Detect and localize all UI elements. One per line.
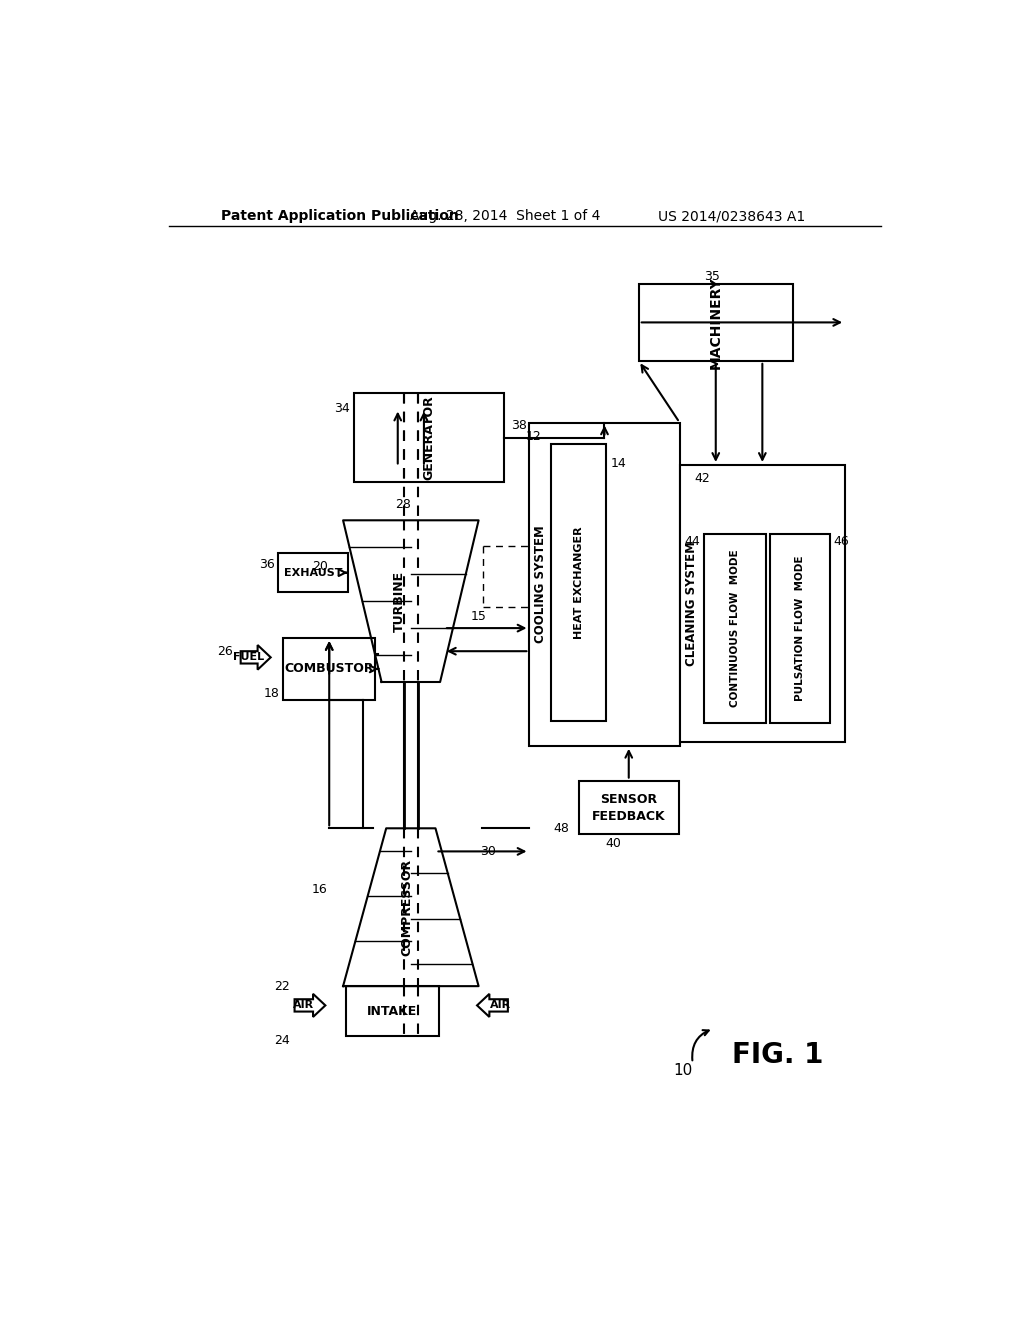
- Text: 40: 40: [605, 837, 622, 850]
- Text: HEAT EXCHANGER: HEAT EXCHANGER: [573, 527, 584, 639]
- Text: INTAKE: INTAKE: [368, 1005, 418, 1018]
- Text: TURBINE: TURBINE: [393, 570, 406, 632]
- Text: FUEL: FUEL: [232, 652, 264, 663]
- Text: 38: 38: [511, 420, 527, 433]
- Text: 24: 24: [274, 1034, 290, 1047]
- Bar: [770, 535, 829, 723]
- Bar: [279, 553, 348, 591]
- Text: 48: 48: [554, 822, 569, 834]
- Text: 12: 12: [525, 430, 541, 444]
- Bar: [579, 780, 679, 834]
- Text: 15: 15: [471, 610, 486, 623]
- Text: Aug. 28, 2014  Sheet 1 of 4: Aug. 28, 2014 Sheet 1 of 4: [410, 209, 600, 223]
- Bar: [354, 393, 504, 482]
- Bar: [680, 465, 845, 742]
- Text: GENERATOR: GENERATOR: [423, 395, 435, 480]
- Text: 16: 16: [312, 883, 328, 896]
- Text: 46: 46: [834, 536, 849, 548]
- Text: AIR: AIR: [293, 1001, 314, 1010]
- Text: FEEDBACK: FEEDBACK: [592, 810, 666, 824]
- Text: 28: 28: [395, 499, 411, 511]
- Text: 42: 42: [695, 473, 711, 486]
- Polygon shape: [241, 645, 270, 669]
- Text: COMPRESSOR: COMPRESSOR: [400, 859, 414, 956]
- Polygon shape: [477, 994, 508, 1016]
- Text: SENSOR: SENSOR: [600, 793, 657, 807]
- Text: 14: 14: [610, 457, 626, 470]
- Text: 10: 10: [674, 1064, 693, 1078]
- Text: EXHAUST: EXHAUST: [284, 568, 342, 578]
- Text: 35: 35: [703, 269, 720, 282]
- Text: 44: 44: [685, 536, 700, 548]
- Text: COMBUSTOR: COMBUSTOR: [285, 663, 374, 676]
- Bar: [283, 638, 376, 700]
- Text: CONTINUOUS FLOW  MODE: CONTINUOUS FLOW MODE: [730, 549, 740, 708]
- Text: 26: 26: [217, 644, 233, 657]
- Text: CLEANING SYSTEM: CLEANING SYSTEM: [685, 541, 697, 665]
- Bar: [346, 986, 438, 1036]
- Text: AIR: AIR: [489, 1001, 511, 1010]
- Text: US 2014/0238643 A1: US 2014/0238643 A1: [658, 209, 805, 223]
- Text: 34: 34: [334, 403, 350, 416]
- Text: Patent Application Publication: Patent Application Publication: [220, 209, 459, 223]
- Text: MACHINERY: MACHINERY: [709, 276, 723, 368]
- Bar: [639, 284, 793, 360]
- Text: PULSATION FLOW  MODE: PULSATION FLOW MODE: [795, 556, 805, 701]
- Bar: [705, 535, 766, 723]
- Text: COOLING SYSTEM: COOLING SYSTEM: [535, 525, 548, 643]
- Text: 36: 36: [259, 558, 274, 572]
- Text: 18: 18: [263, 686, 280, 700]
- Text: 22: 22: [274, 979, 290, 993]
- Text: 20: 20: [311, 560, 328, 573]
- Text: FIG. 1: FIG. 1: [732, 1041, 823, 1069]
- Bar: [551, 444, 606, 721]
- Text: 30: 30: [480, 845, 496, 858]
- Bar: [529, 422, 680, 746]
- Polygon shape: [295, 994, 326, 1016]
